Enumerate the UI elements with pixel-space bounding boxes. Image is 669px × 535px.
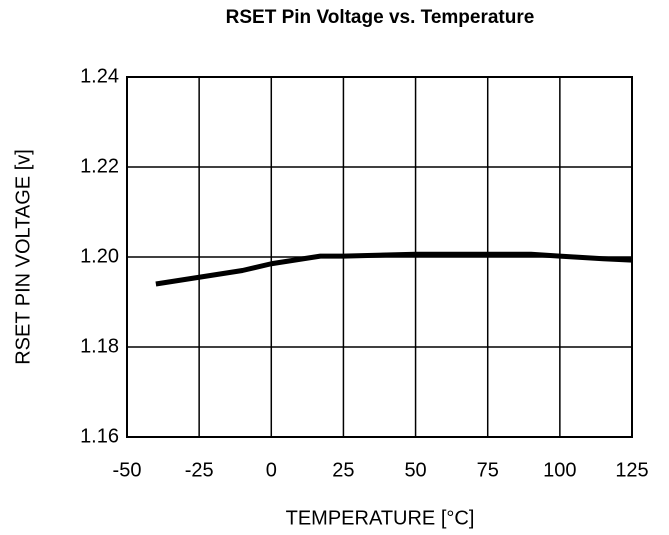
x-tick-label: 50	[404, 459, 426, 481]
y-axis-label: RSET PIN VOLTAGE [v]	[12, 149, 34, 365]
x-tick-label: 25	[332, 459, 354, 481]
x-tick-label: 0	[266, 459, 277, 481]
x-tick-label: -50	[113, 459, 142, 481]
x-tick-label: 125	[615, 459, 648, 481]
x-tick-label: 100	[543, 459, 576, 481]
y-tick-label: 1.16	[80, 425, 119, 447]
chart-title: RSET Pin Voltage vs. Temperature	[226, 7, 535, 28]
data-line	[155, 251, 633, 287]
y-tick-label: 1.20	[80, 245, 119, 267]
y-tick-label: 1.24	[80, 65, 119, 87]
plot-frame	[126, 76, 633, 438]
y-tick-label: 1.22	[80, 155, 119, 177]
x-axis-label: TEMPERATURE [°C]	[286, 507, 475, 529]
y-tick-label: 1.18	[80, 335, 119, 357]
x-tick-label: 75	[477, 459, 499, 481]
x-tick-label: -25	[185, 459, 214, 481]
